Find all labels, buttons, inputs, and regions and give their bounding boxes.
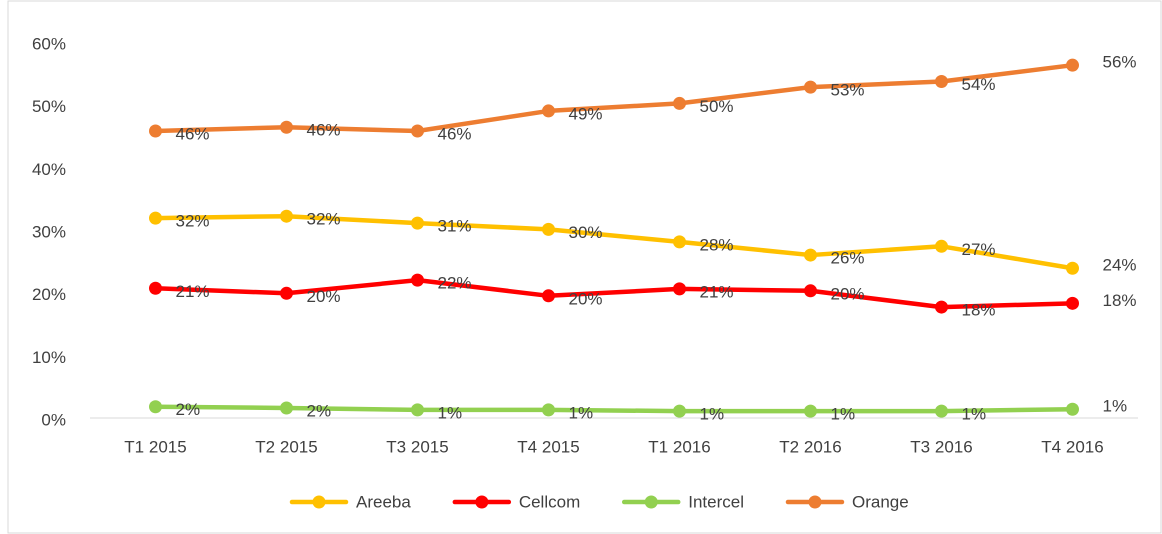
data-point	[673, 235, 686, 249]
legend-marker	[475, 495, 489, 509]
data-point	[149, 281, 162, 295]
data-label: 1%	[1103, 397, 1128, 416]
data-label: 27%	[962, 240, 996, 259]
data-label: 21%	[700, 282, 734, 301]
data-point	[935, 404, 948, 418]
legend-label: Areeba	[356, 492, 411, 511]
data-point	[411, 124, 424, 138]
legend-marker	[808, 495, 822, 509]
y-tick-label: 40%	[32, 160, 66, 179]
series-line	[153, 277, 1075, 310]
x-tick-label: T4 2015	[517, 437, 579, 456]
data-point	[804, 248, 817, 262]
data-point	[673, 404, 686, 418]
data-point	[411, 216, 424, 230]
y-tick-label: 60%	[32, 34, 66, 53]
data-point	[542, 222, 555, 236]
data-label: 18%	[962, 301, 996, 320]
data-label: 50%	[700, 97, 734, 116]
y-tick-label: 20%	[32, 285, 66, 304]
data-point	[1066, 402, 1079, 416]
data-point	[149, 400, 162, 414]
data-label: 1%	[700, 405, 725, 424]
data-label: 18%	[1103, 291, 1137, 310]
x-tick-label: T3 2015	[386, 437, 448, 456]
legend-marker	[644, 495, 658, 509]
data-label: 24%	[1103, 256, 1137, 275]
data-point	[935, 300, 948, 314]
data-label: 46%	[438, 124, 472, 143]
x-tick-label: T1 2016	[648, 437, 710, 456]
data-label: 32%	[307, 210, 341, 229]
y-tick-label: 10%	[32, 348, 66, 367]
data-point	[542, 104, 555, 118]
data-label: 54%	[962, 75, 996, 94]
x-tick-label: T4 2016	[1041, 437, 1103, 456]
data-point	[280, 209, 293, 223]
data-label: 20%	[831, 284, 865, 303]
data-label: 46%	[176, 124, 210, 143]
data-label: 21%	[176, 282, 210, 301]
data-label: 30%	[569, 223, 603, 242]
data-point	[411, 273, 424, 287]
data-label: 32%	[176, 212, 210, 231]
y-tick-label: 0%	[41, 410, 66, 429]
data-label: 56%	[1103, 53, 1137, 72]
data-point	[673, 96, 686, 110]
data-point	[804, 284, 817, 298]
data-label: 1%	[569, 403, 594, 422]
x-tick-label: T2 2015	[255, 437, 317, 456]
data-point	[280, 401, 293, 415]
data-label: 1%	[831, 405, 856, 424]
data-point	[1066, 296, 1079, 310]
data-point	[804, 80, 817, 94]
data-point	[673, 282, 686, 296]
data-point	[1066, 58, 1079, 72]
y-tick-label: 50%	[32, 97, 66, 116]
y-tick-label: 30%	[32, 222, 66, 241]
legend-label: Orange	[852, 492, 909, 511]
x-tick-label: T3 2016	[910, 437, 972, 456]
data-point	[542, 403, 555, 417]
data-label: 1%	[438, 403, 463, 422]
chart-border	[7, 0, 1162, 534]
data-label: 20%	[307, 287, 341, 306]
data-point	[935, 239, 948, 253]
series-line	[153, 213, 1075, 271]
data-label: 1%	[962, 405, 987, 424]
data-point	[804, 404, 817, 418]
data-label: 49%	[569, 104, 603, 123]
data-point	[411, 403, 424, 417]
legend-label: Cellcom	[519, 492, 580, 511]
data-label: 31%	[438, 217, 472, 236]
data-point	[542, 289, 555, 303]
data-label: 26%	[831, 249, 865, 268]
data-point	[935, 74, 948, 88]
data-point	[149, 124, 162, 138]
data-point	[149, 211, 162, 225]
data-label: 53%	[831, 81, 865, 100]
data-label: 20%	[569, 289, 603, 308]
x-tick-label: T2 2016	[779, 437, 841, 456]
data-point	[280, 286, 293, 300]
x-tick-label: T1 2015	[124, 437, 186, 456]
series-line	[153, 62, 1075, 134]
data-point	[280, 120, 293, 134]
data-label: 28%	[700, 235, 734, 254]
series-line	[153, 404, 1075, 414]
data-label: 22%	[438, 274, 472, 293]
data-point	[1066, 261, 1079, 275]
data-label: 2%	[176, 400, 201, 419]
data-label: 2%	[307, 401, 332, 420]
data-label: 46%	[307, 121, 341, 140]
legend-label: Intercel	[688, 492, 744, 511]
legend-marker	[312, 495, 326, 509]
